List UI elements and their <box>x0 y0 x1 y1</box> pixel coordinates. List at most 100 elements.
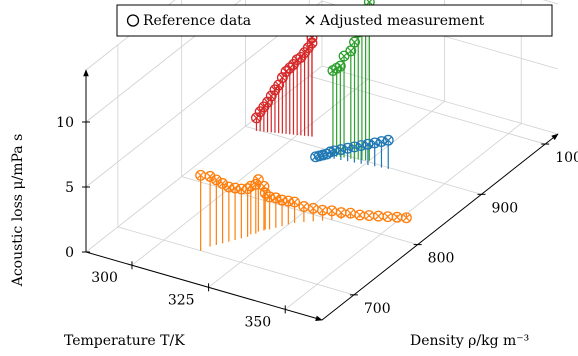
adjusted-point <box>254 175 263 184</box>
reference-point <box>349 36 360 48</box>
legend-cross-marker <box>305 15 315 25</box>
adjusted-point <box>290 198 299 206</box>
adjusted-cross-stroke <box>347 47 355 55</box>
adjusted-cross-stroke <box>290 198 299 206</box>
adjusted-point <box>346 209 355 217</box>
stems <box>200 2 408 251</box>
adjusted-cross-stroke <box>212 176 221 184</box>
adjusted-cross-stroke <box>304 44 313 52</box>
adjusted-cross-stroke <box>328 207 336 215</box>
x-tick-label: 300 <box>91 270 118 286</box>
z-axis-label: Acoustic loss μ/mPa s <box>10 134 26 288</box>
adjusted-cross-stroke <box>402 214 411 222</box>
grid-line <box>85 0 176 71</box>
grid-line <box>321 65 559 135</box>
adjusted-cross-stroke <box>260 103 268 111</box>
adjusted-cross-stroke <box>393 213 401 221</box>
reference-point <box>382 134 394 146</box>
adjusted-cross-stroke <box>272 194 280 202</box>
adjusted-cross-stroke <box>261 189 269 197</box>
legend: Reference data Adjusted measurement <box>116 4 553 37</box>
adjusted-cross-stroke <box>309 204 317 213</box>
reference-point <box>284 62 296 74</box>
adjusted-cross-stroke <box>206 172 214 181</box>
adjusted-point <box>402 214 411 222</box>
legend-label-adjusted: Adjusted measurement <box>319 13 485 29</box>
y-tick-label: 700 <box>364 301 391 317</box>
reference-point <box>276 72 288 84</box>
adjusted-cross-stroke <box>337 208 345 217</box>
adjusted-point <box>350 38 359 46</box>
adjusted-point <box>256 108 264 116</box>
reference-point <box>400 212 412 224</box>
reference-point <box>262 96 274 108</box>
legend-circle-marker <box>126 14 140 27</box>
reference-point <box>338 50 350 62</box>
adjusted-point <box>384 136 392 144</box>
adjusted-point <box>196 171 205 180</box>
x-tick-label: 350 <box>244 314 271 330</box>
adjusted-point <box>340 52 348 60</box>
adjusted-point <box>260 103 268 111</box>
adjusted-point <box>304 44 313 52</box>
adjusted-cross-stroke <box>289 60 298 69</box>
adjusted-cross-stroke <box>260 182 268 191</box>
adjusted-cross-stroke <box>218 179 227 188</box>
adjusted-cross-stroke <box>365 0 373 6</box>
reference-point <box>245 180 257 192</box>
adjusted-point <box>271 86 279 94</box>
adjusted-point <box>365 211 373 220</box>
reference-point <box>280 66 292 77</box>
adjusted-point <box>336 62 345 70</box>
reference-point <box>250 112 262 124</box>
reference-point <box>289 196 301 208</box>
adjusted-point <box>374 212 383 220</box>
reference-point <box>242 183 254 195</box>
grid-line <box>131 78 369 266</box>
adjusted-cross-stroke <box>365 211 373 220</box>
reference-point <box>210 174 222 186</box>
marks <box>195 0 412 224</box>
adjusted-point <box>289 60 298 69</box>
adjusted-cross-stroke <box>254 175 263 184</box>
adjusted-cross-stroke <box>384 136 392 144</box>
z-tick-label: 5 <box>65 180 74 196</box>
z-tick-label: 0 <box>65 245 74 261</box>
adjusted-point <box>300 48 309 57</box>
grid-line <box>117 226 355 296</box>
adjusted-cross-stroke <box>256 108 264 116</box>
adjusted-cross-stroke <box>271 86 279 94</box>
grid-line <box>542 0 559 5</box>
adjusted-cross-stroke <box>384 212 392 221</box>
adjusted-cross-stroke <box>318 206 327 214</box>
adjusted-point <box>297 53 305 62</box>
reference-point <box>217 178 229 189</box>
grid-line <box>245 125 482 195</box>
adjusted-cross-stroke <box>336 62 345 70</box>
legend-label-reference: Reference data <box>143 13 251 29</box>
y-tick-label: 800 <box>428 251 455 267</box>
adjusted-cross-stroke <box>300 202 308 211</box>
adjusted-point <box>365 0 374 6</box>
adjusted-point <box>328 207 336 215</box>
adjusted-point <box>384 212 392 221</box>
adjusted-cross-stroke <box>297 53 305 62</box>
grid-line <box>309 75 546 145</box>
x-tick-label: 325 <box>168 292 195 308</box>
y-axis-line <box>321 133 559 321</box>
adjusted-cross-stroke <box>196 171 205 180</box>
adjusted-point <box>300 202 308 211</box>
adjusted-point <box>337 208 345 217</box>
reference-point <box>265 90 277 102</box>
adjusted-point <box>347 47 355 55</box>
adjusted-point <box>309 204 317 213</box>
adjusted-point <box>272 194 280 202</box>
legend-box <box>116 4 553 37</box>
grid-line <box>208 101 445 288</box>
adjusted-cross-stroke <box>346 209 355 217</box>
adjusted-cross-stroke <box>350 38 359 46</box>
x-axis-label: Temperature T/K <box>64 333 185 349</box>
